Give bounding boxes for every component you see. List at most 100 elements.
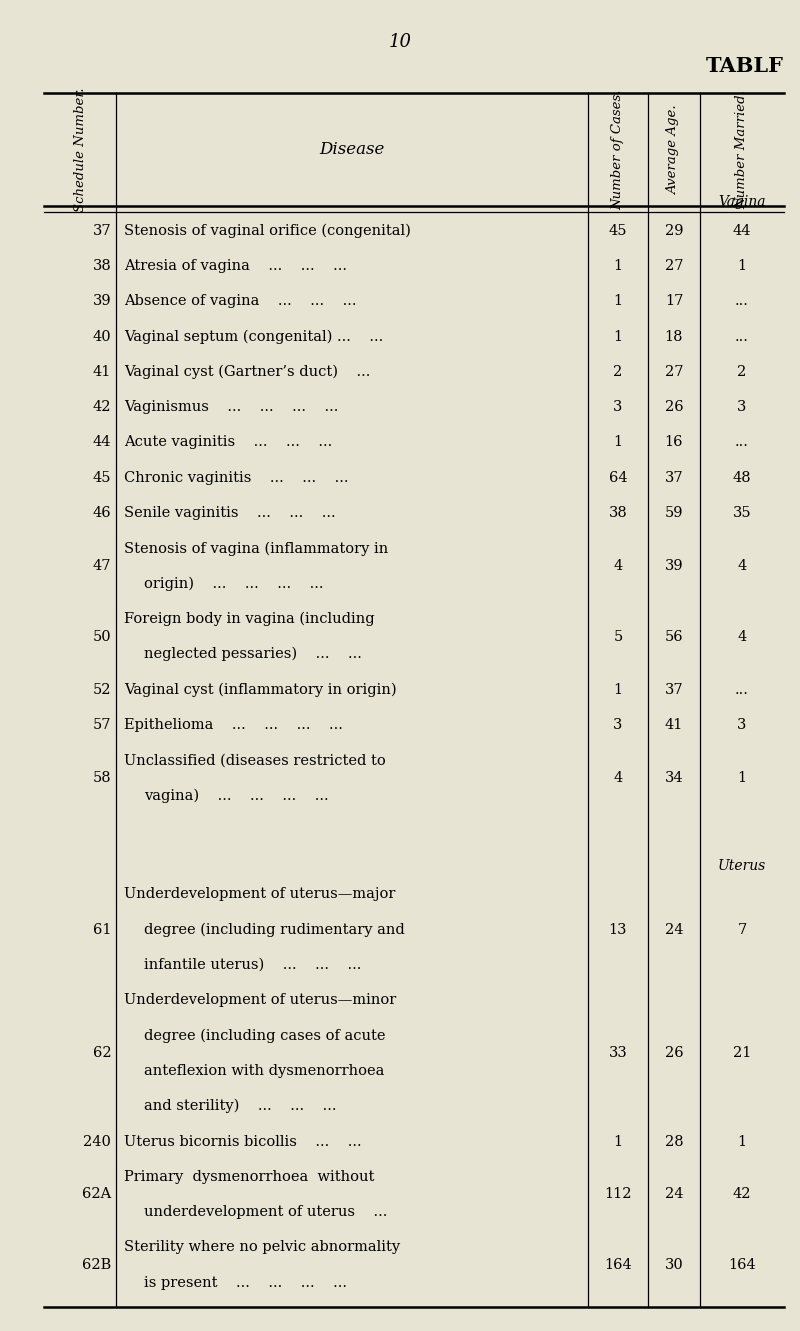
Text: TABLF: TABLF: [706, 56, 784, 76]
Text: Vaginal cyst (inflammatory in origin): Vaginal cyst (inflammatory in origin): [124, 683, 397, 697]
Text: 4: 4: [614, 559, 622, 574]
Text: 27: 27: [665, 260, 683, 273]
Text: 26: 26: [665, 401, 683, 414]
Text: 1: 1: [738, 1134, 746, 1149]
Text: 42: 42: [733, 1187, 751, 1202]
Text: 18: 18: [665, 330, 683, 343]
Text: Underdevelopment of uterus—minor: Underdevelopment of uterus—minor: [124, 993, 396, 1008]
Text: 4: 4: [738, 630, 746, 644]
Text: 45: 45: [93, 471, 111, 484]
Text: 50: 50: [93, 630, 111, 644]
Text: 38: 38: [609, 506, 627, 520]
Text: Stenosis of vaginal orifice (congenital): Stenosis of vaginal orifice (congenital): [124, 224, 411, 238]
Text: Disease: Disease: [319, 141, 385, 158]
Text: 5: 5: [614, 630, 622, 644]
Text: 16: 16: [665, 435, 683, 450]
Text: Underdevelopment of uterus—major: Underdevelopment of uterus—major: [124, 888, 395, 901]
Text: 240: 240: [83, 1134, 111, 1149]
Text: 39: 39: [93, 294, 111, 309]
Text: 3: 3: [614, 717, 622, 732]
Text: 34: 34: [665, 771, 683, 785]
Text: origin)    ...    ...    ...    ...: origin) ... ... ... ...: [144, 576, 323, 591]
Text: 112: 112: [604, 1187, 632, 1202]
Text: 4: 4: [614, 771, 622, 785]
Text: 41: 41: [93, 365, 111, 379]
Text: degree (including rudimentary and: degree (including rudimentary and: [144, 922, 405, 937]
Text: 57: 57: [93, 717, 111, 732]
Text: 21: 21: [733, 1046, 751, 1061]
Text: 1: 1: [614, 294, 622, 309]
Text: 56: 56: [665, 630, 683, 644]
Text: 26: 26: [665, 1046, 683, 1061]
Text: infantile uterus)    ...    ...    ...: infantile uterus) ... ... ...: [144, 958, 362, 972]
Text: 35: 35: [733, 506, 751, 520]
Text: Sterility where no pelvic abnormality: Sterility where no pelvic abnormality: [124, 1240, 400, 1254]
Text: 29: 29: [665, 224, 683, 238]
Text: ...: ...: [735, 330, 749, 343]
Text: Number Married.: Number Married.: [735, 91, 749, 209]
Text: ...: ...: [735, 435, 749, 450]
Text: Average Age.: Average Age.: [667, 105, 681, 194]
Text: 4: 4: [738, 559, 746, 574]
Text: 1: 1: [614, 330, 622, 343]
Text: 13: 13: [609, 922, 627, 937]
Text: Stenosis of vagina (inflammatory in: Stenosis of vagina (inflammatory in: [124, 542, 388, 555]
Text: 30: 30: [665, 1258, 683, 1272]
Text: 52: 52: [93, 683, 111, 696]
Text: 17: 17: [665, 294, 683, 309]
Text: 33: 33: [609, 1046, 627, 1061]
Text: 1: 1: [614, 260, 622, 273]
Text: neglected pessaries)    ...    ...: neglected pessaries) ... ...: [144, 647, 362, 662]
Text: Number of Cases.: Number of Cases.: [611, 89, 625, 210]
Text: anteflexion with dysmenorrhoea: anteflexion with dysmenorrhoea: [144, 1063, 384, 1078]
Text: 2: 2: [738, 365, 746, 379]
Text: 3: 3: [738, 401, 746, 414]
Text: 2: 2: [614, 365, 622, 379]
Text: 164: 164: [604, 1258, 632, 1272]
Text: degree (including cases of acute: degree (including cases of acute: [144, 1029, 386, 1042]
Text: 47: 47: [93, 559, 111, 574]
Text: ...: ...: [735, 683, 749, 696]
Text: 62B: 62B: [82, 1258, 111, 1272]
Text: 45: 45: [609, 224, 627, 238]
Text: 27: 27: [665, 365, 683, 379]
Text: 1: 1: [614, 1134, 622, 1149]
Text: Vaginal septum (congenital) ...    ...: Vaginal septum (congenital) ... ...: [124, 329, 383, 343]
Text: 59: 59: [665, 506, 683, 520]
Text: Acute vaginitis    ...    ...    ...: Acute vaginitis ... ... ...: [124, 435, 332, 450]
Text: 42: 42: [93, 401, 111, 414]
Text: 44: 44: [93, 435, 111, 450]
Text: 7: 7: [738, 922, 746, 937]
Text: Unclassified (diseases restricted to: Unclassified (diseases restricted to: [124, 753, 386, 767]
Text: 62: 62: [93, 1046, 111, 1061]
Text: 48: 48: [733, 471, 751, 484]
Text: 24: 24: [665, 1187, 683, 1202]
Text: 37: 37: [665, 683, 683, 696]
Text: 1: 1: [614, 683, 622, 696]
Text: Epithelioma    ...    ...    ...    ...: Epithelioma ... ... ... ...: [124, 717, 343, 732]
Text: 39: 39: [665, 559, 683, 574]
Text: 37: 37: [665, 471, 683, 484]
Text: 37: 37: [93, 224, 111, 238]
Text: Chronic vaginitis    ...    ...    ...: Chronic vaginitis ... ... ...: [124, 471, 349, 484]
Text: 3: 3: [738, 717, 746, 732]
Text: 61: 61: [93, 922, 111, 937]
Text: ...: ...: [735, 294, 749, 309]
Text: 10: 10: [389, 33, 411, 52]
Text: Vaginismus    ...    ...    ...    ...: Vaginismus ... ... ... ...: [124, 401, 338, 414]
Text: Uterus bicornis bicollis    ...    ...: Uterus bicornis bicollis ... ...: [124, 1134, 362, 1149]
Text: 41: 41: [665, 717, 683, 732]
Text: Foreign body in vagina (including: Foreign body in vagina (including: [124, 612, 374, 626]
Text: Uterus: Uterus: [718, 858, 766, 873]
Text: 46: 46: [93, 506, 111, 520]
Text: Absence of vagina    ...    ...    ...: Absence of vagina ... ... ...: [124, 294, 357, 309]
Text: 3: 3: [614, 401, 622, 414]
Text: 24: 24: [665, 922, 683, 937]
Text: 1: 1: [738, 771, 746, 785]
Text: Vaginal cyst (Gartner’s duct)    ...: Vaginal cyst (Gartner’s duct) ...: [124, 365, 370, 379]
Text: 40: 40: [93, 330, 111, 343]
Text: Primary  dysmenorrhoea  without: Primary dysmenorrhoea without: [124, 1170, 374, 1183]
Text: Schedule Number.: Schedule Number.: [74, 88, 86, 212]
Text: underdevelopment of uterus    ...: underdevelopment of uterus ...: [144, 1205, 387, 1219]
Text: 64: 64: [609, 471, 627, 484]
